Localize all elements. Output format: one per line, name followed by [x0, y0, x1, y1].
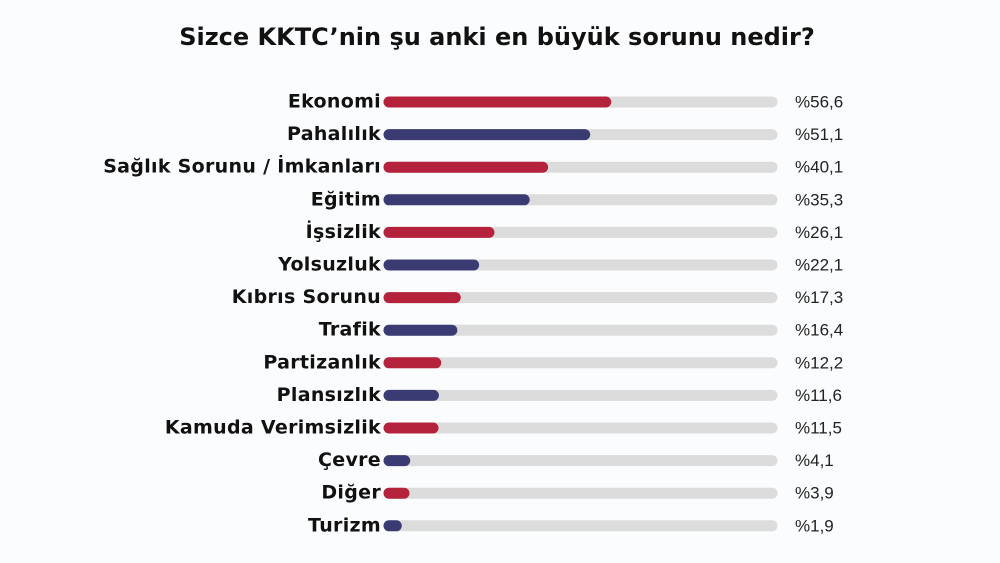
value-label: %11,5: [795, 418, 842, 437]
category-label: Turizm: [308, 514, 381, 536]
value-label: %3,9: [795, 484, 834, 503]
category-label: Çevre: [318, 449, 381, 471]
value-label: %56,6: [795, 92, 843, 111]
category-label: Plansızlık: [277, 384, 381, 406]
category-label: Yolsuzluk: [277, 254, 381, 276]
value-label: %16,4: [795, 321, 843, 340]
category-label: Kıbrıs Sorunu: [232, 286, 381, 308]
value-label: %40,1: [795, 158, 843, 177]
value-label: %1,9: [795, 516, 834, 535]
value-label: %51,1: [795, 125, 843, 144]
category-label: İşsizlik: [306, 219, 381, 243]
value-label: %26,1: [795, 223, 843, 242]
category-label: Ekonomi: [288, 91, 381, 113]
category-label: Eğitim: [311, 188, 381, 210]
category-label: Partizanlık: [263, 351, 381, 373]
value-label: %17,3: [795, 288, 843, 307]
value-label: %11,6: [795, 386, 842, 405]
category-label: Sağlık Sorunu / İmkanları: [103, 154, 381, 178]
category-label: Pahalılık: [287, 123, 381, 145]
value-label: %22,1: [795, 255, 843, 274]
value-label: %12,2: [795, 353, 843, 372]
category-label: Trafik: [319, 319, 381, 341]
category-label: Kamuda Verimsizlik: [165, 417, 381, 439]
value-label: %4,1: [795, 451, 834, 470]
category-label: Diğer: [321, 482, 381, 504]
chart-title: Sizce KKTC’nin şu anki en büyük sorunu n…: [179, 23, 815, 51]
value-label: %35,3: [795, 190, 843, 209]
